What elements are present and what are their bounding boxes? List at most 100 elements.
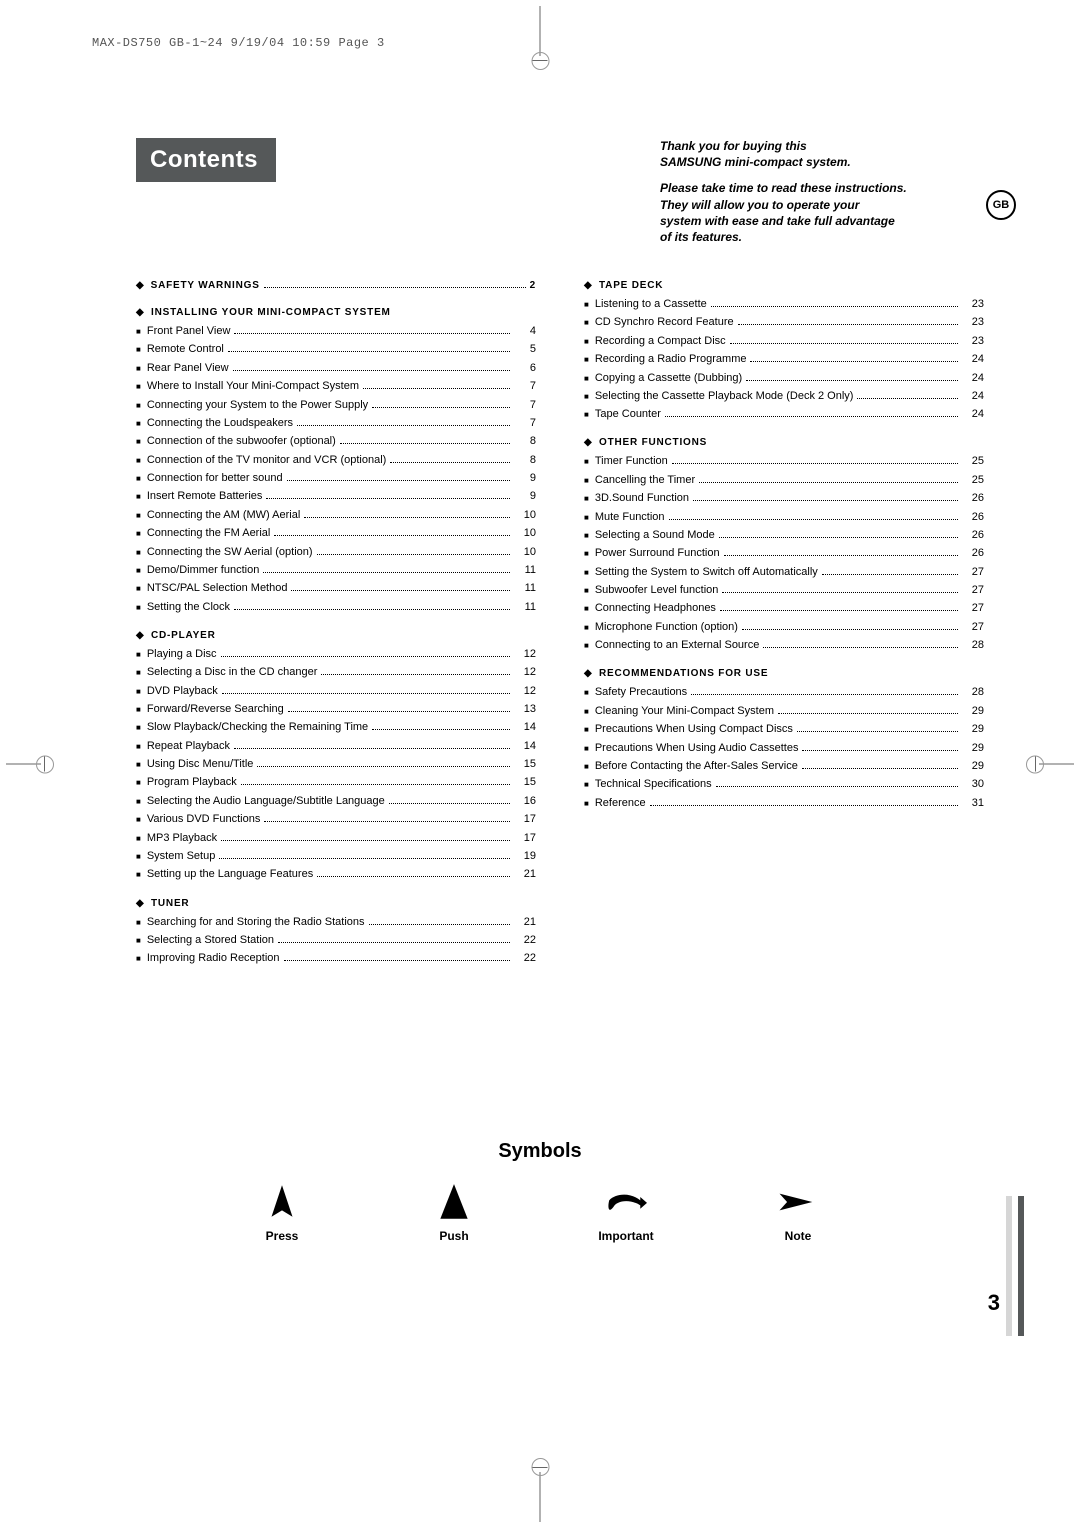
toc-item: Connection of the subwoofer (optional)8	[136, 435, 536, 448]
toc-item-label: Cancelling the Timer	[595, 474, 695, 487]
toc-item-label: Playing a Disc	[147, 648, 217, 661]
toc-item-label: Connecting to an External Source	[595, 639, 760, 652]
toc-item: Precautions When Using Audio Cassettes29	[584, 742, 984, 755]
toc-item: Repeat Playback14	[136, 740, 536, 753]
toc-page-number: 28	[962, 686, 984, 699]
toc-item: Selecting a Sound Mode26	[584, 529, 984, 542]
toc-item: Setting up the Language Features21	[136, 868, 536, 881]
toc-page-number: 5	[514, 343, 536, 356]
toc-item: Setting the Clock11	[136, 601, 536, 614]
toc-item-label: Safety Precautions	[595, 686, 687, 699]
toc-item: Reference 31	[584, 797, 984, 810]
toc-page-number: 28	[962, 639, 984, 652]
toc-page-number: 9	[514, 472, 536, 485]
toc-page-number: 10	[514, 527, 536, 540]
toc-item: Listening to a Cassette23	[584, 298, 984, 311]
toc-item-label: MP3 Playback	[147, 832, 217, 845]
toc-item-label: Microphone Function (option)	[595, 621, 738, 634]
toc-page-number: 19	[514, 850, 536, 863]
toc-item: Slow Playback/Checking the Remaining Tim…	[136, 721, 536, 734]
toc-item-label: Using Disc Menu/Title	[147, 758, 254, 771]
symbols-section: Symbols Press Push Important	[0, 1140, 1080, 1243]
toc-item-label: Where to Install Your Mini-Compact Syste…	[147, 380, 359, 393]
intro-line: SAMSUNG mini-compact system.	[660, 154, 960, 170]
toc-item-label: Program Playback	[147, 776, 237, 789]
toc-item-label: Connection of the subwoofer (optional)	[147, 435, 336, 448]
toc-item: System Setup19	[136, 850, 536, 863]
side-bar-dark	[1018, 1196, 1024, 1336]
toc-section-head: RECOMMENDATIONS FOR USE	[584, 668, 984, 679]
toc-item: Subwoofer Level function27	[584, 584, 984, 597]
toc-page-number: 21	[514, 916, 536, 929]
toc-item-label: Cleaning Your Mini-Compact System	[595, 705, 774, 718]
toc-item-label: Recording a Compact Disc	[595, 335, 726, 348]
toc-right-column: TAPE DECKListening to a Cassette23CD Syn…	[584, 264, 984, 971]
toc-item: Mute Function26	[584, 511, 984, 524]
toc-item: Connecting your System to the Power Supp…	[136, 399, 536, 412]
toc-item-label: Searching for and Storing the Radio Stat…	[147, 916, 365, 929]
toc-item: Rear Panel View6	[136, 362, 536, 375]
toc-item-label: Tape Counter	[595, 408, 661, 421]
toc-item-label: Precautions When Using Audio Cassettes	[595, 742, 799, 755]
note-icon	[777, 1181, 819, 1223]
toc-item: CD Synchro Record Feature23	[584, 316, 984, 329]
toc-item: Connecting to an External Source 28	[584, 639, 984, 652]
symbols-title: Symbols	[0, 1140, 1080, 1163]
toc-page-number: 24	[962, 353, 984, 366]
symbol-label: Note	[785, 1229, 812, 1243]
toc-item-label: Remote Control	[147, 343, 224, 356]
toc-item: Program Playback15	[136, 776, 536, 789]
toc-page-number: 29	[962, 723, 984, 736]
toc-page-number: 11	[514, 601, 536, 614]
intro-line: Thank you for buying this	[660, 138, 960, 154]
toc-item: MP3 Playback17	[136, 832, 536, 845]
toc-item: Precautions When Using Compact Discs29	[584, 723, 984, 736]
toc-page-number: 2	[530, 280, 536, 291]
toc-item-label: Reference	[595, 797, 646, 810]
toc-left-column: SAFETY WARNINGS2INSTALLING YOUR MINI-COM…	[136, 264, 536, 971]
toc-item-label: Connecting Headphones	[595, 602, 716, 615]
side-accent-bars	[1006, 1196, 1024, 1336]
toc-page-number: 23	[962, 335, 984, 348]
toc-item-label: Repeat Playback	[147, 740, 230, 753]
toc-page-number: 26	[962, 511, 984, 524]
toc-item: 3D.Sound Function26	[584, 492, 984, 505]
contents-title-bar: Contents	[136, 138, 276, 182]
toc-item-label: Insert Remote Batteries	[147, 490, 263, 503]
toc-section-head: TUNER	[136, 898, 536, 909]
toc-item: Remote Control 5	[136, 343, 536, 356]
toc-item-label: Connecting the Loudspeakers	[147, 417, 293, 430]
toc-item-label: Copying a Cassette (Dubbing)	[595, 372, 742, 385]
toc-page-number: 29	[962, 705, 984, 718]
toc-item: Technical Specifications30	[584, 778, 984, 791]
toc-page-number: 29	[962, 760, 984, 773]
toc-item: Selecting a Stored Station22	[136, 934, 536, 947]
symbol-note: Note	[753, 1181, 843, 1243]
toc-page-number: 12	[514, 648, 536, 661]
toc-item: Setting the System to Switch off Automat…	[584, 566, 984, 579]
toc-item-label: Selecting a Sound Mode	[595, 529, 715, 542]
toc-page-number: 16	[514, 795, 536, 808]
toc-page-number: 31	[962, 797, 984, 810]
toc-page-number: 12	[514, 666, 536, 679]
toc-page-number: 7	[514, 399, 536, 412]
page-number: 3	[988, 1290, 1000, 1316]
symbol-label: Push	[439, 1229, 468, 1243]
toc-item-label: DVD Playback	[147, 685, 218, 698]
toc-item: Connection of the TV monitor and VCR (op…	[136, 454, 536, 467]
toc-page-number: 17	[514, 813, 536, 826]
toc-item: Connecting the Loudspeakers7	[136, 417, 536, 430]
toc-page-number: 22	[514, 934, 536, 947]
toc-item: NTSC/PAL Selection Method11	[136, 582, 536, 595]
toc-item-label: Setting up the Language Features	[147, 868, 313, 881]
toc-item-label: 3D.Sound Function	[595, 492, 689, 505]
toc-item-label: Selecting the Audio Language/Subtitle La…	[147, 795, 385, 808]
toc-page-number: 10	[514, 509, 536, 522]
toc-item: Forward/Reverse Searching13	[136, 703, 536, 716]
toc-page-number: 30	[962, 778, 984, 791]
toc-item: Power Surround Function26	[584, 547, 984, 560]
toc-item: Recording a Radio Programme24	[584, 353, 984, 366]
toc-item-label: NTSC/PAL Selection Method	[147, 582, 288, 595]
toc-item: Using Disc Menu/Title15	[136, 758, 536, 771]
toc-page-number: 27	[962, 584, 984, 597]
